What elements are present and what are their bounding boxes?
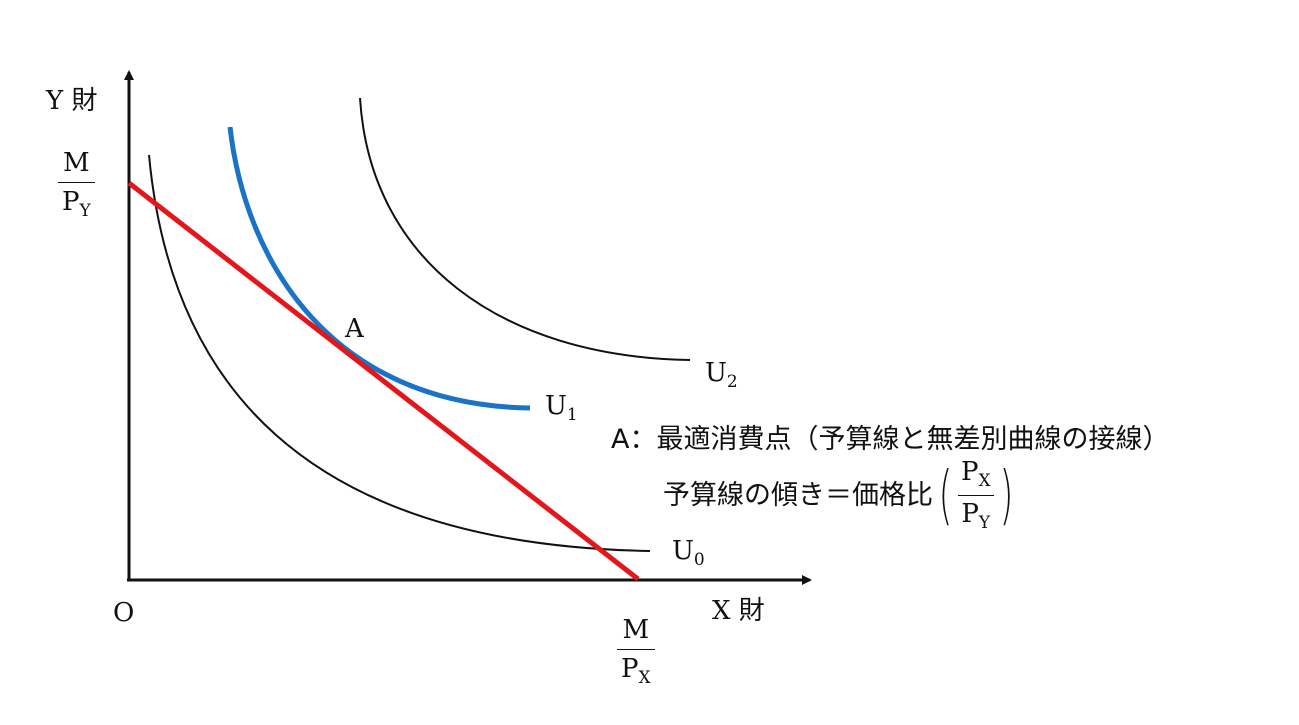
y-axis-letter: Y (46, 86, 64, 116)
x-axis-kanji: 財 (738, 596, 765, 626)
optimal-point-label: A (345, 314, 364, 344)
curve-label-u0: U0 (672, 536, 705, 570)
x-axis-label: X 財 (712, 598, 765, 624)
price-ratio-fraction: PX PY (957, 457, 994, 533)
y-intercept-bar (58, 182, 95, 183)
price-ratio-numerator: PX (960, 457, 991, 491)
x-axis-letter: X (712, 596, 731, 626)
legend-line-2-text: 予算線の傾き＝価格比 (663, 480, 933, 511)
indifference-curve-u1 (227, 126, 531, 411)
legend-line-1: A：最適消費点（予算線と無差別曲線の接線） (611, 424, 1170, 455)
x-intercept-numerator: M (622, 615, 650, 645)
legend-line-2: 予算線の傾き＝価格比 ( PX PY ) (663, 459, 1019, 532)
y-intercept-label: M PY (58, 150, 95, 220)
origin-label: O (113, 598, 135, 628)
budget-line (127, 181, 640, 581)
x-intercept-bar (617, 649, 655, 650)
right-paren: ) (999, 458, 1013, 533)
y-intercept-denominator: PY (62, 187, 91, 221)
indifference-curve-u2 (359, 97, 691, 361)
y-axis-kanji: 財 (71, 86, 98, 116)
price-ratio: ( PX PY ) (933, 459, 1019, 532)
left-paren: ( (938, 458, 953, 533)
price-ratio-bar (957, 495, 994, 496)
indifference-curve-u0 (148, 154, 651, 552)
curve-label-u1: U1 (545, 391, 578, 425)
y-axis-label: Y 財 (46, 88, 97, 114)
x-intercept-label: M PX (617, 617, 655, 687)
x-intercept-denominator: PX (621, 654, 651, 688)
y-intercept-numerator: M (63, 148, 90, 178)
curve-label-u2: U2 (705, 358, 738, 392)
price-ratio-denominator: PY (961, 499, 991, 533)
